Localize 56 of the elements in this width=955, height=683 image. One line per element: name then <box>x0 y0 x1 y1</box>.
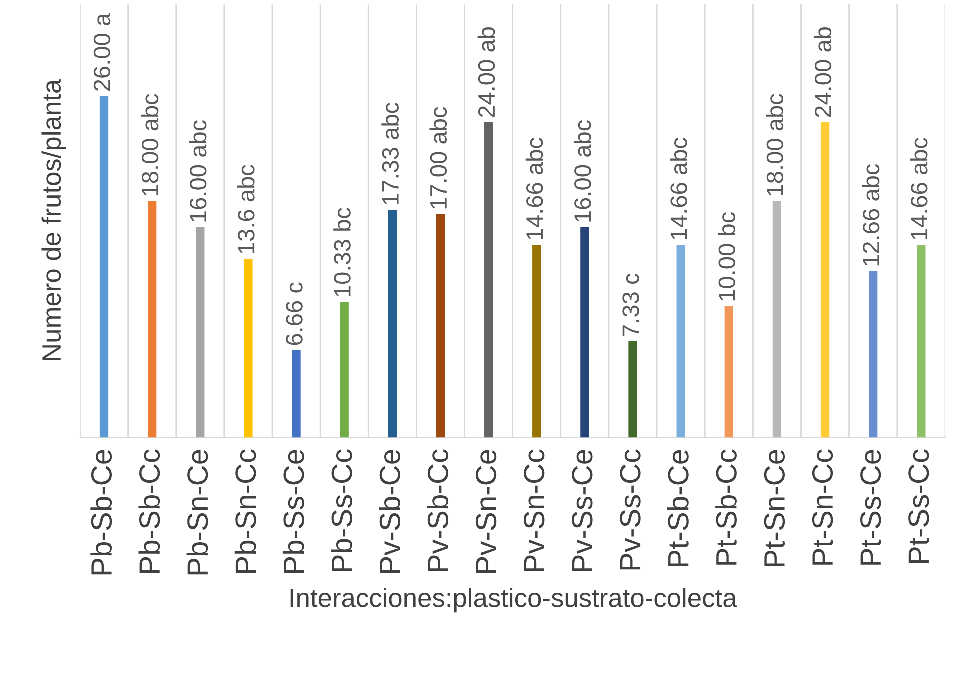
bar <box>388 210 397 438</box>
bar <box>340 302 349 438</box>
x-tick-label: Pt-Ss-Ce <box>860 450 882 565</box>
data-label: 24.00 ab <box>478 28 496 118</box>
data-label: 26.00 a <box>94 13 111 91</box>
bar <box>436 214 446 438</box>
bar <box>820 122 830 438</box>
data-label: 7.33 c <box>622 274 640 336</box>
bar <box>532 245 542 438</box>
bar <box>580 228 590 438</box>
data-label: 13.6 abc <box>237 165 255 254</box>
x-tick-label: Pv-Sb-Ce <box>379 450 400 573</box>
x-tick-label: Pv-Ss-Cc <box>620 450 641 570</box>
bar <box>292 350 301 438</box>
data-label: 17.33 abc <box>382 103 399 204</box>
bar <box>676 245 686 438</box>
x-tick-label: Pb-Sn-Cc <box>234 450 256 573</box>
x-tick-label: Pv-Sn-Cc <box>524 450 545 572</box>
x-tick-label: Pt-Sb-Ce <box>667 450 689 566</box>
data-label: 17.00 abc <box>430 107 448 209</box>
data-label: 10.00 bc <box>718 212 736 301</box>
bar <box>244 259 253 438</box>
bar <box>484 122 494 438</box>
data-label: 18.00 abc <box>766 94 784 196</box>
data-label: 16.00 abc <box>189 120 207 222</box>
bar <box>724 306 734 438</box>
x-axis-title: Interacciones:plastico-sustrato-colecta <box>290 588 738 613</box>
x-tick-label: Pb-Ss-Ce <box>282 450 304 573</box>
data-label: 14.66 abc <box>526 138 544 240</box>
x-tick-label: Pt-Sn-Cc <box>812 450 834 565</box>
bar <box>772 201 782 438</box>
bar <box>628 341 638 438</box>
data-label: 6.66 c <box>286 282 303 346</box>
x-tick-label: Pt-Sn-Ce <box>764 450 786 566</box>
x-tick-label: Pt-Ss-Cc <box>908 450 930 564</box>
data-label: 24.00 ab <box>814 28 832 118</box>
x-tick-label: Pb-Sn-Ce <box>186 450 208 575</box>
data-label: 16.00 abc <box>574 120 592 222</box>
data-label: 12.66 abc <box>862 164 880 266</box>
bar <box>917 245 926 438</box>
y-axis-title: Numero de frutos/planta <box>42 79 66 360</box>
data-label: 10.33 bc <box>334 208 351 296</box>
x-tick-label: Pb-Sb-Ce <box>90 450 112 575</box>
bar <box>148 201 157 438</box>
bar <box>196 228 205 438</box>
x-tick-label: Pv-Ss-Ce <box>572 450 593 572</box>
x-tick-label: Pb-Sb-Cc <box>138 450 160 573</box>
bar <box>869 271 878 438</box>
x-tick-label: Pb-Ss-Cc <box>331 450 352 572</box>
bar <box>100 96 109 438</box>
x-tick-label: Pv-Sb-Cc <box>427 450 449 572</box>
data-label: 14.66 abc <box>670 138 688 240</box>
data-label: 14.66 abc <box>910 138 928 240</box>
x-tick-label: Pt-Sb-Cc <box>716 450 737 565</box>
x-tick-label: Pv-Sn-Ce <box>476 450 497 573</box>
data-label: 18.00 abc <box>141 94 159 196</box>
